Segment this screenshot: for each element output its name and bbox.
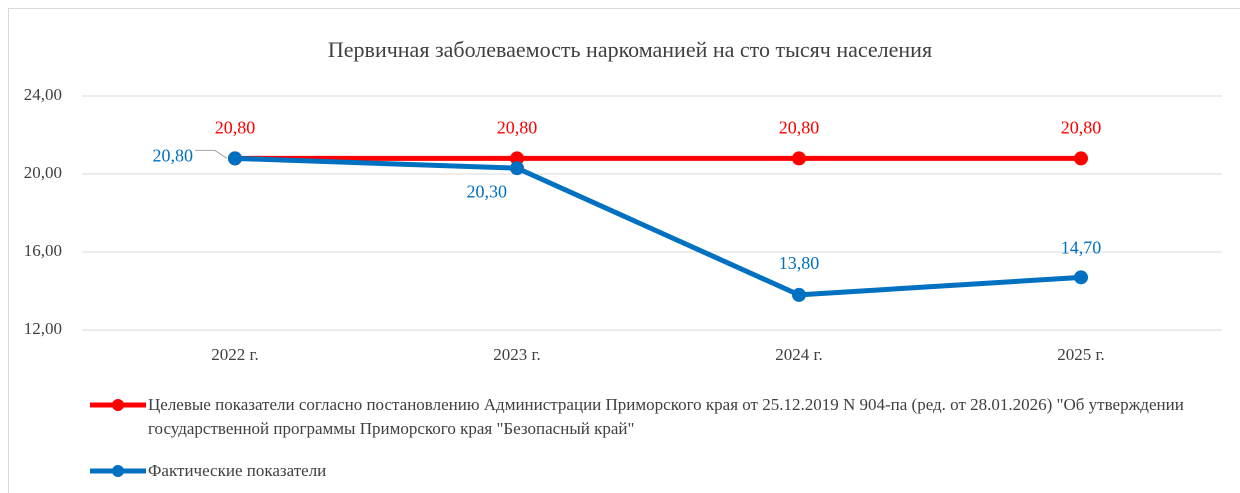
legend-marker: [90, 399, 146, 411]
data-label: 14,70: [1061, 237, 1102, 257]
data-point: [792, 287, 806, 302]
legend-item: Целевые показатели согласно постановлени…: [88, 393, 1208, 441]
data-label: 20,80: [153, 146, 194, 166]
data-label: 20,80: [779, 118, 820, 138]
legend-marker: [90, 465, 146, 477]
x-tick-label: 2023 г.: [493, 345, 541, 364]
legend-dot: [112, 399, 124, 411]
data-point: [510, 161, 524, 176]
chart-border: [8, 8, 1240, 493]
data-point: [228, 151, 242, 166]
data-label: 13,80: [779, 253, 820, 273]
y-tick-label: 16,00: [24, 241, 62, 260]
y-tick-label: 12,00: [24, 319, 62, 338]
x-tick-label: 2025 г.: [1057, 345, 1105, 364]
data-point: [1074, 151, 1088, 166]
data-label: 20,30: [467, 181, 508, 201]
data-point: [792, 151, 806, 166]
x-tick-label: 2022 г.: [211, 345, 259, 364]
data-point: [510, 151, 524, 166]
data-label: 20,80: [497, 118, 538, 138]
legend-item: Фактические показатели: [88, 459, 1208, 483]
leader-line: [195, 149, 228, 159]
data-label: 20,80: [215, 118, 256, 138]
chart-title: Первичная заболеваемость наркоманией на …: [328, 37, 932, 62]
x-tick-label: 2024 г.: [775, 345, 823, 364]
legend-label: Целевые показатели согласно постановлени…: [148, 395, 1184, 438]
y-tick-label: 24,00: [24, 85, 62, 104]
legend-dot: [112, 465, 124, 477]
data-label: 20,80: [1061, 118, 1102, 138]
y-tick-label: 20,00: [24, 163, 62, 182]
series-line: [234, 155, 1082, 298]
legend-label: Фактические показатели: [148, 461, 327, 480]
data-point: [1074, 270, 1088, 285]
